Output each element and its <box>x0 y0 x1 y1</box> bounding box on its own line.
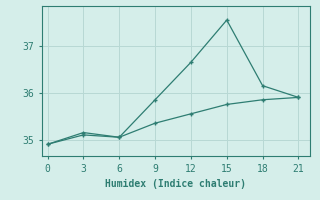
X-axis label: Humidex (Indice chaleur): Humidex (Indice chaleur) <box>106 179 246 189</box>
